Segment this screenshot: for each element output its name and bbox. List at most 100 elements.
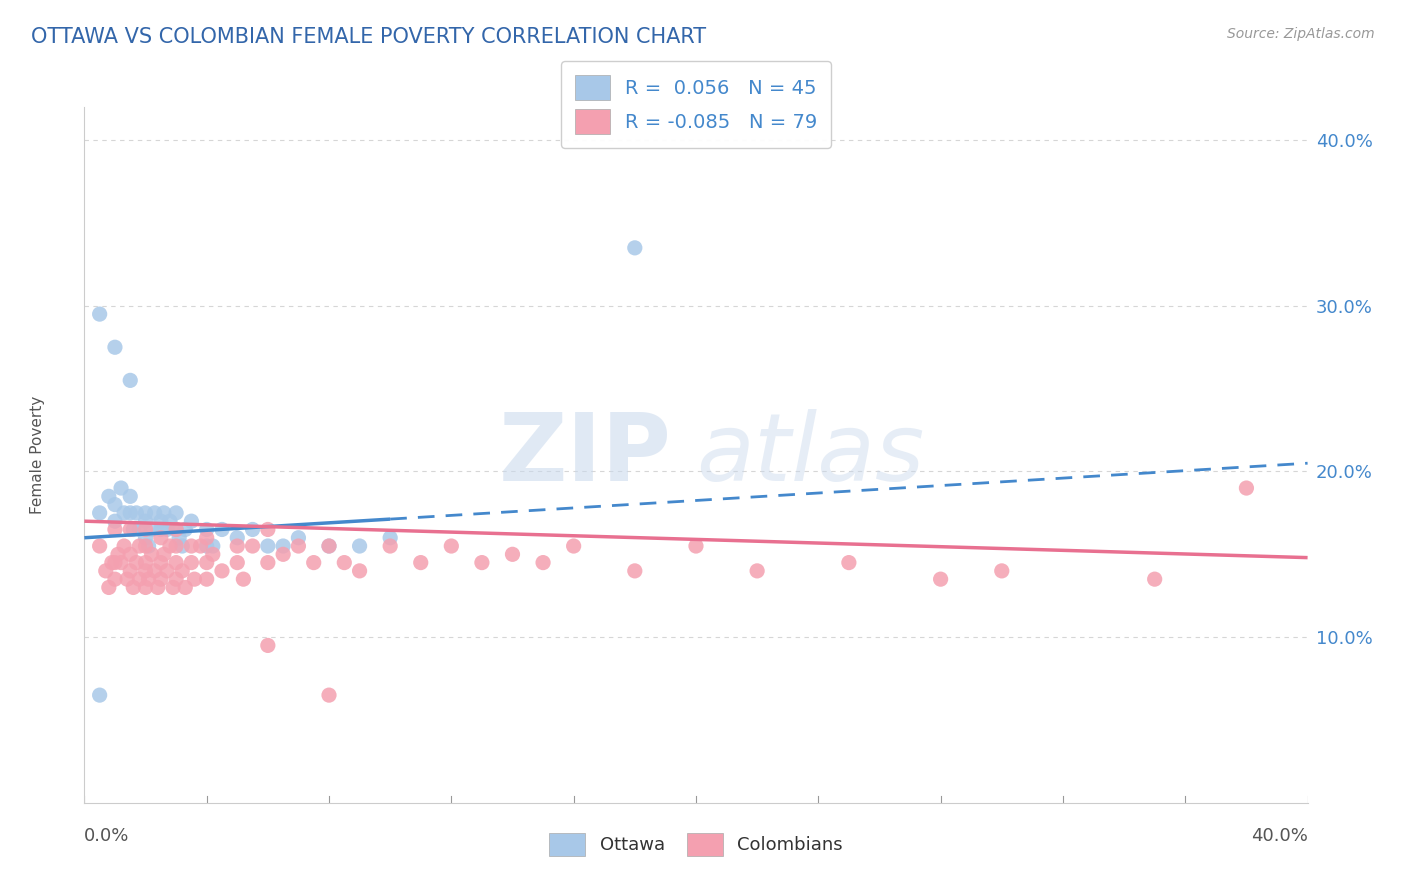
Point: [1143, 572, 1166, 586]
Point: [89, 307, 111, 321]
Point: [104, 514, 127, 528]
Point: [135, 514, 157, 528]
Point: [149, 514, 172, 528]
Point: [153, 506, 176, 520]
Point: [128, 523, 150, 537]
Point: [104, 556, 127, 570]
Point: [624, 241, 647, 255]
Point: [104, 498, 127, 512]
Point: [165, 506, 187, 520]
Point: [991, 564, 1014, 578]
Point: [110, 556, 132, 570]
Point: [149, 531, 172, 545]
Point: [838, 556, 860, 570]
Point: [135, 581, 157, 595]
Point: [183, 572, 205, 586]
Point: [135, 564, 157, 578]
Point: [1236, 481, 1258, 495]
Text: ZIP: ZIP: [499, 409, 672, 501]
Point: [174, 581, 197, 595]
Point: [110, 481, 132, 495]
Point: [120, 506, 142, 520]
Text: OTTAWA VS COLOMBIAN FEMALE POVERTY CORRELATION CHART: OTTAWA VS COLOMBIAN FEMALE POVERTY CORRE…: [31, 27, 706, 46]
Point: [149, 523, 172, 537]
Point: [302, 556, 325, 570]
Point: [232, 572, 254, 586]
Point: [685, 539, 707, 553]
Point: [201, 547, 224, 561]
Point: [747, 564, 769, 578]
Point: [156, 564, 179, 578]
Point: [125, 506, 148, 520]
Point: [135, 539, 157, 553]
Point: [257, 539, 280, 553]
Point: [287, 531, 309, 545]
Point: [97, 489, 120, 503]
Point: [135, 523, 157, 537]
Point: [107, 547, 129, 561]
Point: [380, 531, 402, 545]
Point: [180, 556, 202, 570]
Point: [349, 539, 371, 553]
Point: [138, 572, 160, 586]
Point: [159, 539, 181, 553]
Point: [257, 556, 280, 570]
Point: [128, 539, 150, 553]
Point: [271, 539, 294, 553]
Point: [125, 556, 148, 570]
Point: [287, 539, 309, 553]
Point: [122, 523, 145, 537]
Point: [172, 564, 194, 578]
Point: [89, 506, 111, 520]
Text: 40.0%: 40.0%: [1251, 827, 1308, 845]
Point: [120, 373, 142, 387]
Point: [180, 514, 202, 528]
Point: [143, 506, 166, 520]
Point: [562, 539, 585, 553]
Point: [349, 564, 371, 578]
Point: [167, 531, 190, 545]
Point: [409, 556, 432, 570]
Point: [242, 523, 264, 537]
Text: Female Poverty: Female Poverty: [31, 396, 45, 514]
Point: [141, 547, 163, 561]
Point: [318, 539, 340, 553]
Point: [165, 523, 187, 537]
Point: [128, 572, 150, 586]
Point: [195, 572, 218, 586]
Point: [94, 564, 117, 578]
Point: [162, 581, 184, 595]
Point: [146, 581, 169, 595]
Point: [156, 523, 179, 537]
Point: [624, 564, 647, 578]
Point: [135, 506, 157, 520]
Point: [172, 539, 194, 553]
Text: Source: ZipAtlas.com: Source: ZipAtlas.com: [1227, 27, 1375, 41]
Point: [165, 556, 187, 570]
Point: [104, 340, 127, 354]
Point: [211, 523, 233, 537]
Point: [929, 572, 952, 586]
Point: [159, 514, 181, 528]
Point: [135, 556, 157, 570]
Point: [201, 539, 224, 553]
Text: 0.0%: 0.0%: [84, 827, 129, 845]
Point: [257, 523, 280, 537]
Point: [104, 523, 127, 537]
Point: [211, 564, 233, 578]
Text: atlas: atlas: [696, 409, 924, 500]
Point: [180, 539, 202, 553]
Legend: Ottawa, Colombians: Ottawa, Colombians: [541, 826, 851, 863]
Point: [226, 531, 249, 545]
Point: [257, 639, 280, 653]
Point: [242, 539, 264, 553]
Point: [112, 506, 135, 520]
Point: [195, 523, 218, 537]
Point: [165, 572, 187, 586]
Point: [104, 572, 127, 586]
Point: [195, 539, 218, 553]
Point: [101, 556, 124, 570]
Point: [141, 523, 163, 537]
Point: [138, 539, 160, 553]
Point: [135, 531, 157, 545]
